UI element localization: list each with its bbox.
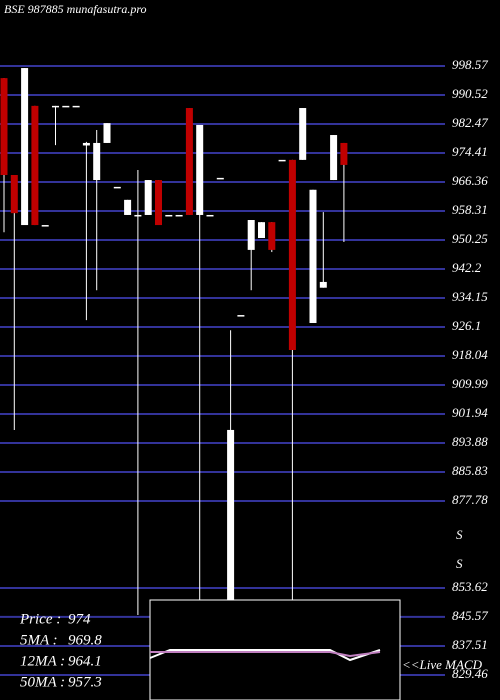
candle-body (206, 214, 214, 217)
y-tick-label: 885.83 (452, 463, 488, 478)
y-tick-label: 950.25 (452, 231, 488, 246)
y-tick-label: 837.51 (452, 637, 488, 652)
y-tick-label: 918.04 (452, 347, 488, 362)
y-tick-label: 853.62 (452, 579, 488, 594)
y-tick-label: 901.94 (452, 405, 488, 420)
candle-body (196, 124, 204, 215)
candle-body (185, 108, 193, 215)
indicator-label: S (456, 556, 463, 571)
info-value: 957.3 (68, 674, 102, 690)
candle-body (10, 175, 18, 214)
candle-body (21, 68, 29, 226)
y-tick-label: 942.2 (452, 260, 482, 275)
y-tick-label: 845.57 (452, 608, 488, 623)
candle-body (52, 105, 59, 108)
y-tick-label: 909.99 (452, 376, 488, 391)
candle-body (72, 105, 80, 108)
candle-body (227, 429, 235, 601)
candle-body (216, 177, 224, 180)
y-tick-label: 982.47 (452, 115, 488, 130)
candles (0, 68, 348, 691)
candle-body (175, 214, 183, 217)
info-label: 12MA : (20, 653, 65, 669)
candle-body (319, 281, 327, 288)
candle-body (0, 78, 8, 175)
info-label: 50MA : (20, 674, 65, 690)
y-tick-label: 893.88 (452, 434, 488, 449)
candle-body (288, 159, 296, 350)
y-tick-label: 877.78 (452, 492, 488, 507)
info-label: Price : (19, 611, 61, 627)
info-label: 5MA : (20, 632, 58, 648)
candle-body (41, 225, 49, 227)
indicator-label: S (456, 527, 463, 542)
info-value: 974 (68, 611, 91, 627)
y-tick-label: 966.36 (452, 173, 488, 188)
candle-body (144, 180, 152, 215)
info-value: 964.1 (68, 653, 102, 669)
y-tick-label: 974.41 (452, 144, 488, 159)
candle-body (93, 142, 101, 181)
candle-body (155, 180, 162, 226)
chart-title: BSE 987885 munafasutra.pro (4, 2, 147, 16)
y-tick-label: 998.57 (452, 57, 488, 72)
candle-body (237, 315, 245, 317)
candle-body (299, 108, 307, 160)
candle-body (103, 123, 111, 143)
candle-body (82, 142, 90, 146)
candle-body (278, 159, 286, 162)
candle-body (258, 222, 265, 239)
y-tick-label: 934.15 (452, 289, 488, 304)
macd-signal (150, 651, 381, 658)
y-tick-label: 990.52 (452, 86, 488, 101)
candle-body (165, 214, 173, 217)
candle-body (134, 214, 142, 217)
candle-body (330, 135, 338, 181)
candle-body (113, 186, 121, 189)
y-tick-label: 829.46 (452, 666, 488, 681)
candle-body (31, 105, 39, 226)
candle-body (340, 142, 348, 165)
info-value: 969.8 (68, 632, 102, 648)
candle-body (268, 222, 276, 250)
y-tick-label: 958.31 (452, 202, 488, 217)
macd-label: <<Live MACD (402, 657, 483, 672)
grid: 998.57 990.52 982.47 974.41 966.36 958.31 950.… (0, 57, 488, 681)
candle-body (124, 199, 132, 215)
candle-body (247, 220, 255, 250)
candle-body (309, 189, 317, 323)
candle-body (62, 105, 70, 108)
y-tick-label: 926.1 (452, 318, 481, 333)
